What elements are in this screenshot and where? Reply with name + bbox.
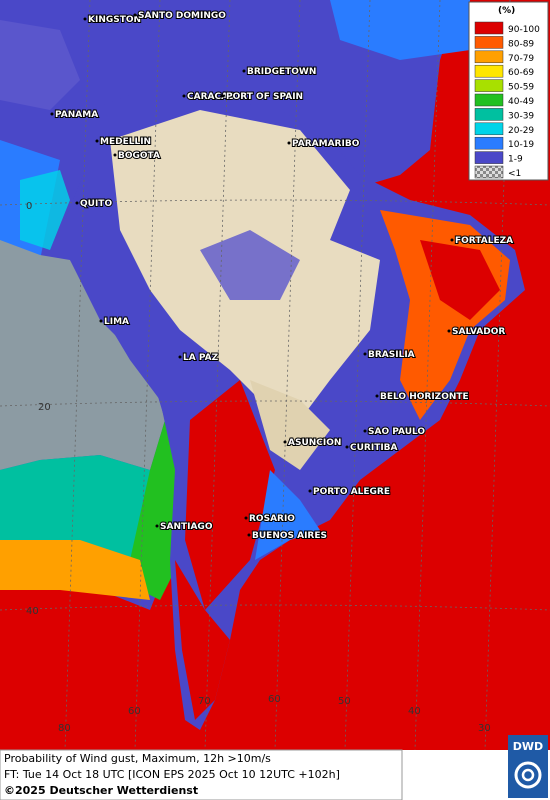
longitude-label: 40 — [408, 706, 421, 717]
footer-forecast: FT: Tue 14 Oct 18 UTC [ICON EPS 2025 Oct… — [4, 768, 340, 781]
city-dot — [221, 94, 225, 98]
city-dot — [99, 319, 103, 323]
legend-swatch — [474, 36, 504, 49]
logo-swirl-inner — [521, 768, 535, 782]
legend-label: 70-79 — [508, 54, 534, 64]
legend-label: 10-19 — [508, 140, 534, 150]
longitude-label: 70 — [198, 696, 211, 707]
legend-swatch — [474, 50, 504, 64]
city-dot — [75, 201, 79, 205]
city-label: BRIDGETOWN — [247, 67, 316, 77]
graticule-labels: 0 20 40 80 60 70 60 50 40 30 — [26, 201, 491, 734]
city-label: BOGOTA — [118, 151, 160, 161]
city-label: PORTO ALEGRE — [313, 487, 390, 497]
footer-title: Probability of Wind gust, Maximum, 12h >… — [4, 752, 271, 765]
latitude-label: 20 — [38, 402, 51, 413]
map-background — [0, 0, 550, 751]
city-label: CURITIBA — [350, 443, 398, 453]
city-label: BRASILIA — [368, 350, 415, 360]
city-dot — [345, 445, 349, 449]
legend-swatch — [474, 64, 504, 78]
legend-swatch — [474, 93, 504, 107]
legend-label: 1-9 — [508, 155, 523, 165]
legend-label: 90-100 — [508, 25, 540, 35]
legend-label: 20-29 — [508, 126, 534, 136]
city-dot — [95, 139, 99, 143]
city-label: BUENOS AIRES — [252, 531, 327, 541]
city-dot — [363, 429, 367, 433]
legend-swatch — [474, 122, 504, 136]
footer: Probability of Wind gust, Maximum, 12h >… — [0, 735, 548, 800]
city-dot — [283, 440, 287, 444]
city-label: BELO HORIZONTE — [380, 392, 469, 402]
city-label: MEDELLIN — [100, 137, 151, 147]
city-label: KINGSTON — [88, 15, 141, 25]
city-dot — [113, 153, 117, 157]
city-label: PANAMA — [55, 110, 98, 120]
legend-label: 60-69 — [508, 68, 534, 78]
city-dot — [447, 329, 451, 333]
legend-label: 80-89 — [508, 39, 534, 49]
longitude-label: 60 — [268, 694, 281, 705]
city-dot — [155, 524, 159, 528]
city-dot — [50, 112, 54, 116]
legend-swatch — [474, 165, 504, 179]
footer-copyright: ©2025 Deutscher Wetterdienst — [4, 784, 198, 797]
legend-label: 30-39 — [508, 111, 534, 121]
longitude-label: 30 — [478, 723, 491, 734]
legend-label: <1 — [508, 169, 521, 179]
city-dot — [242, 69, 246, 73]
city-label: QUITO — [80, 199, 112, 209]
city-label: ASUNCION — [288, 438, 341, 448]
city-label: PARAMARIBO — [292, 139, 360, 149]
city-label: LIMA — [104, 317, 129, 327]
city-dot — [244, 516, 248, 520]
city-dot — [182, 94, 186, 98]
legend-swatch — [474, 136, 504, 150]
city-label: PORT OF SPAIN — [226, 92, 303, 102]
latitude-label: 0 — [26, 201, 32, 212]
legend-swatch — [474, 108, 504, 121]
city-label: ROSARIO — [249, 514, 295, 524]
latitude-label: 40 — [26, 606, 39, 617]
city-dot — [247, 533, 251, 537]
city-label: SANTIAGO — [160, 522, 213, 532]
legend-title: (%) — [498, 6, 515, 16]
legend-swatch — [474, 79, 504, 92]
city-dot — [375, 394, 379, 398]
city-label: CARACAS — [187, 92, 235, 102]
legend: (%) 90-100 80-89 70-79 60-69 50-59 40-49 30-39… — [468, 1, 549, 181]
footer-box — [0, 749, 403, 800]
city-dot — [83, 17, 87, 21]
city-label: FORTALEZA — [455, 236, 513, 246]
longitude-label: 50 — [338, 696, 351, 707]
city-dot — [308, 489, 312, 493]
city-dot — [363, 352, 367, 356]
city-dot — [133, 13, 137, 17]
longitude-label: 60 — [128, 706, 141, 717]
legend-label: 50-59 — [508, 83, 534, 93]
city-dot — [450, 238, 454, 242]
legend-swatch — [474, 151, 504, 164]
city-dot — [287, 141, 291, 145]
legend-label: 40-49 — [508, 97, 534, 107]
city-dot — [178, 355, 182, 359]
logo-text: DWD — [513, 740, 543, 753]
city-label: SAO PAULO — [368, 427, 425, 437]
logo-swirl — [514, 761, 542, 789]
city-label: SALVADOR — [452, 327, 505, 337]
longitude-label: 80 — [58, 723, 71, 734]
legend-swatch — [474, 21, 504, 35]
city-label: LA PAZ — [183, 353, 219, 363]
city-label: SANTO DOMINGO — [138, 11, 226, 21]
